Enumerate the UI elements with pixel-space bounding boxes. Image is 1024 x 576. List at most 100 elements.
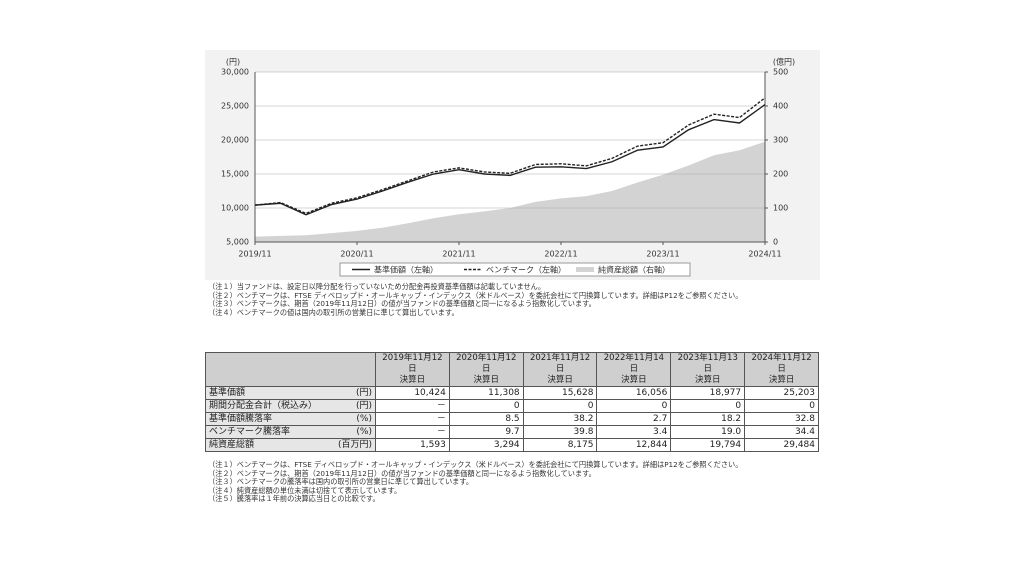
y-tick-label: 30,000: [221, 68, 249, 77]
row-label: (百万円) 純資産総額: [205, 438, 376, 452]
note: （注３）ベンチマークの騰落率は国内の取引所の営業日に準じて算出しています。: [208, 477, 474, 487]
y-tick-label: 15,000: [221, 170, 249, 179]
cell: 0: [670, 399, 746, 413]
cell: 11,308: [448, 386, 524, 400]
cell: －: [375, 412, 450, 426]
table-row: (百万円) 純資産総額 1,593 3,294 8,175 12,844 19,794 29,…: [205, 438, 819, 452]
area: [255, 141, 765, 242]
row-label: (円) 基準価額: [205, 386, 376, 400]
data-table: 2019年11月12日 決算日 2020年11月12日 決算日 2021年11月12日決…: [205, 352, 819, 452]
chart-notes: （注１）当ファンドは、設定日以降分配を行っていないため分配金再投資基準価額は記載…: [208, 282, 820, 317]
header-sub: 決算日: [621, 375, 647, 385]
header-date: 2019年11月12日: [382, 353, 443, 374]
cell: 0: [596, 399, 672, 413]
y-tick-label: 20,000: [221, 136, 249, 145]
cell: －: [375, 425, 450, 439]
row-unit: (%): [356, 413, 372, 424]
y2-unit: (億円): [773, 57, 795, 67]
row-unit: (円): [355, 387, 372, 398]
note: （注３）ベンチマークは、期首（2019年11月12日）の値が当ファンドの基準価額…: [208, 299, 596, 309]
row-unit: (%): [356, 426, 372, 437]
x-tick-label: 2023/11: [646, 250, 679, 259]
header-sub: 決算日: [768, 375, 795, 385]
y2-tick-label: 500: [773, 68, 788, 77]
table-row: (%) ベンチマーク騰落率 － 9.7 39.8 3.4 19.0 34.4: [205, 425, 819, 439]
cell: 19.0: [670, 425, 746, 439]
header-date: 2022年11月14日: [603, 353, 665, 374]
legend-label: ベンチマーク（左軸）: [486, 265, 566, 275]
cell: 0: [448, 399, 524, 413]
cell: 15,628: [522, 386, 598, 400]
x-tick-label: 2021/11: [442, 250, 475, 259]
note: （注５）騰落率は１年前の決算応当日との比較です。: [208, 494, 380, 504]
cell: 3,294: [448, 438, 524, 452]
header-cell: 2022年11月14日 決算日: [596, 352, 672, 387]
cell: 10,424: [375, 386, 450, 400]
header-row: 2019年11月12日 決算日 2020年11月12日 決算日 2021年11月12日決…: [205, 352, 819, 387]
cell: 3.4: [596, 425, 672, 439]
y-tick-label: 25,000: [221, 102, 249, 111]
header-sub: 決算日: [473, 375, 499, 385]
note: （注１）当ファンドは、設定日以降分配を行っていないため分配金再投資基準価額は記載…: [208, 282, 546, 291]
legend: [339, 262, 691, 277]
y2-tick-label: 200: [773, 170, 788, 179]
note: （注４）ベンチマークの値は国内の取引所の営業日に準じて算出しています。: [208, 307, 459, 317]
note: （注２）ベンチマークは、期首（2019年11月12日）の値が当ファンドの基準価額…: [208, 468, 596, 478]
header-sub: 決算日: [547, 375, 573, 385]
cell: 34.4: [744, 425, 819, 439]
cell: 2.7: [596, 412, 672, 426]
y2-tick-label: 400: [773, 102, 788, 111]
header-date: 2020年11月12日: [456, 353, 517, 374]
header-cell: 2021年11月12日 決算日: [522, 352, 598, 387]
row-name: 期間分配金合計（税込み）: [209, 400, 318, 411]
header-cell: 2019年11月12日 決算日: [375, 352, 450, 387]
cell: 29,484: [744, 438, 819, 452]
row-label: (円) 期間分配金合計（税込み）: [205, 399, 376, 413]
x-tick-label: 2022/11: [544, 250, 577, 259]
table-row: (円) 基準価額 10,424 11,308 15,628 16,056 18,977 25,…: [205, 386, 819, 400]
legend-label: 純資産総額（右軸）: [598, 265, 670, 275]
chart: (円) (億円) 5,000 10,000 15,000 20,000 25,000 30…: [205, 50, 820, 280]
y2-tick-label: 300: [773, 136, 788, 145]
header-date: 2024年11月12日: [751, 353, 812, 374]
row-name: 基準価額: [209, 387, 246, 398]
table-row: (円) 期間分配金合計（税込み）－ 0 0 0 0 0: [205, 399, 819, 413]
header-sub: 決算日: [399, 375, 426, 385]
y2-tick-label: 100: [773, 204, 788, 213]
y-tick-label: 10,000: [221, 204, 249, 213]
header-cell: 2020年11月12日 決算日: [448, 352, 524, 387]
row-label: (%) ベンチマーク騰落率: [205, 425, 376, 439]
cell: 12,844: [596, 438, 672, 452]
x-tick-label: 2024/11: [748, 250, 781, 259]
note: （注２）ベンチマークは、FTSE ディベロップド・オールキャップ・インデックス（…: [208, 290, 743, 300]
x-tick-label: 2019/11: [238, 250, 271, 259]
y-unit: (円): [226, 58, 240, 67]
row-unit: (百万円): [337, 439, 372, 450]
note: （注４）純資産総額の単位未満は切捨てて表示しています。: [208, 485, 402, 495]
cell: 9.7: [448, 425, 524, 439]
cell: －: [375, 399, 450, 413]
row-unit: (円): [355, 400, 372, 411]
cell: 18,977: [670, 386, 746, 400]
cell: 16,056: [596, 386, 672, 400]
y-tick-label: 5,000: [226, 238, 249, 247]
table-notes: （注１）ベンチマークは、FTSE ディベロップド・オールキャップ・インデックス（…: [208, 460, 820, 504]
line: [254, 104, 766, 216]
cell: 8,175: [522, 438, 598, 452]
cell: 32.8: [744, 412, 819, 426]
row-name: 純資産総額: [209, 439, 255, 450]
cell: 18.2: [670, 412, 746, 426]
cell: 19,794: [670, 438, 746, 452]
x-tick-label: 2020/11: [340, 250, 373, 259]
header-sub: 決算日: [694, 375, 721, 385]
header-cell: 2023年11月13日 決算日: [670, 352, 746, 387]
cell: 8.5: [448, 412, 524, 426]
cell: 38.2: [522, 412, 598, 426]
table-row: (%) 基準価額騰落率 － 8.5 38.2 2.7 18.2 32.8: [205, 412, 819, 426]
cell: 1,593: [375, 438, 450, 452]
row-label: (%) 基準価額騰落率: [205, 412, 376, 426]
cell: 25,203: [744, 386, 819, 400]
row-name: 基準価額騰落率: [209, 413, 273, 424]
legend-swatch: [576, 267, 594, 272]
